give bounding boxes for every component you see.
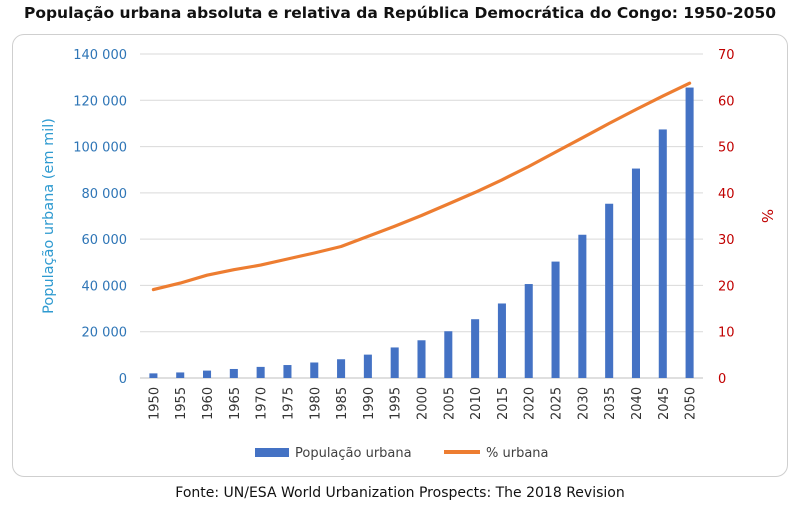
right-axis-label: % (758, 209, 776, 223)
line-point (420, 214, 423, 217)
bar (310, 362, 319, 378)
line-point (179, 282, 182, 284)
x-tick-label: 1960 (201, 387, 216, 420)
x-tick-label: 1950 (147, 387, 162, 420)
bar (149, 373, 158, 378)
line-point (688, 82, 691, 84)
bar (685, 87, 694, 379)
bar (631, 168, 640, 378)
left-axis-ticks: 0 20 000 40 000 60 000 80 000 100 000 120 000 1… (73, 48, 127, 387)
chart-title: População urbana absoluta e relativa da … (23, 4, 777, 22)
x-tick-label: 2030 (576, 387, 591, 420)
x-tick-label: 1995 (389, 387, 404, 420)
legend-bar-label: População urbana (295, 446, 412, 461)
bar (283, 365, 292, 378)
bar (658, 129, 667, 378)
bar (524, 284, 533, 378)
bar (417, 340, 426, 378)
left-axis-label: População urbana (em mil) (41, 118, 57, 314)
right-tick-label: 60 (718, 94, 735, 109)
legend-line-label: % urbana (486, 446, 549, 461)
line-point (581, 136, 584, 139)
x-tick-label: 2020 (523, 387, 538, 420)
left-tick-label: 120 000 (73, 94, 127, 109)
left-tick-label: 40 000 (82, 279, 128, 294)
x-tick-label: 2025 (550, 387, 565, 420)
chart-area (12, 34, 788, 477)
bar (203, 370, 212, 378)
line-point (233, 268, 235, 271)
x-tick-label: 1970 (255, 387, 270, 420)
line-point (286, 258, 289, 260)
bar (605, 203, 614, 378)
bar (578, 234, 587, 378)
right-tick-label: 70 (718, 48, 735, 63)
bar (176, 372, 185, 378)
x-tick-label: 1980 (308, 387, 323, 420)
source-note: Fonte: UN/ESA World Urbanization Prospec… (175, 485, 625, 501)
right-tick-label: 10 (718, 326, 735, 341)
x-tick-label: 1975 (281, 387, 296, 420)
bar (229, 368, 238, 378)
right-tick-label: 20 (718, 279, 735, 294)
line-point (474, 191, 476, 194)
line-point (313, 252, 316, 254)
line-point (259, 264, 262, 266)
line-point (367, 235, 369, 238)
right-axis-ticks: 0 10 20 30 40 50 60 70 (718, 48, 735, 387)
left-tick-label: 0 (119, 372, 127, 387)
line-point (447, 203, 450, 205)
bar (337, 359, 346, 378)
bar (497, 303, 506, 378)
left-tick-label: 80 000 (82, 187, 128, 202)
bar (444, 331, 453, 378)
left-tick-label: 140 000 (73, 48, 127, 63)
x-tick-label: 2045 (657, 387, 672, 420)
bar (363, 354, 372, 378)
chart-svg: 0 20 000 40 000 60 000 80 000 100 000 120 000 1… (41, 48, 776, 461)
line-point (152, 288, 155, 291)
line-point (393, 225, 396, 227)
x-tick-label: 2010 (469, 387, 484, 420)
left-tick-label: 60 000 (82, 233, 128, 248)
x-tick-label: 1955 (174, 387, 189, 420)
line-point (206, 274, 208, 277)
bar-series (149, 87, 694, 379)
line-point (608, 122, 610, 125)
bar (256, 366, 265, 378)
bar (551, 261, 560, 378)
line-point (501, 179, 503, 181)
bar (390, 347, 399, 378)
legend: População urbana % urbana (255, 446, 549, 461)
line-point (340, 245, 342, 248)
x-tick-label: 1990 (362, 387, 377, 420)
x-tick-label: 2035 (603, 387, 618, 420)
bar (471, 319, 480, 378)
right-tick-label: 50 (718, 141, 735, 156)
right-tick-label: 30 (718, 233, 735, 248)
x-tick-label: 2050 (684, 387, 699, 420)
x-tick-label: 2040 (630, 387, 645, 420)
x-tick-label: 1985 (335, 387, 350, 420)
right-tick-label: 0 (718, 372, 726, 387)
line-point (635, 108, 637, 111)
line-point (661, 95, 664, 97)
x-tick-label: 1965 (228, 387, 243, 420)
left-tick-label: 100 000 (73, 141, 127, 156)
line-point (554, 151, 557, 153)
left-tick-label: 20 000 (82, 326, 128, 341)
legend-bar-swatch (255, 448, 289, 457)
line-series (151, 81, 692, 292)
x-tick-label: 2000 (416, 387, 431, 420)
line-point (527, 165, 530, 168)
x-tick-label: 2005 (442, 387, 457, 420)
x-tick-label: 2015 (496, 387, 511, 420)
right-tick-label: 40 (718, 187, 735, 202)
x-axis-ticks: 1950 1955 1960 1965 1970 1975 1980 1985 1990 1995… (147, 387, 698, 420)
